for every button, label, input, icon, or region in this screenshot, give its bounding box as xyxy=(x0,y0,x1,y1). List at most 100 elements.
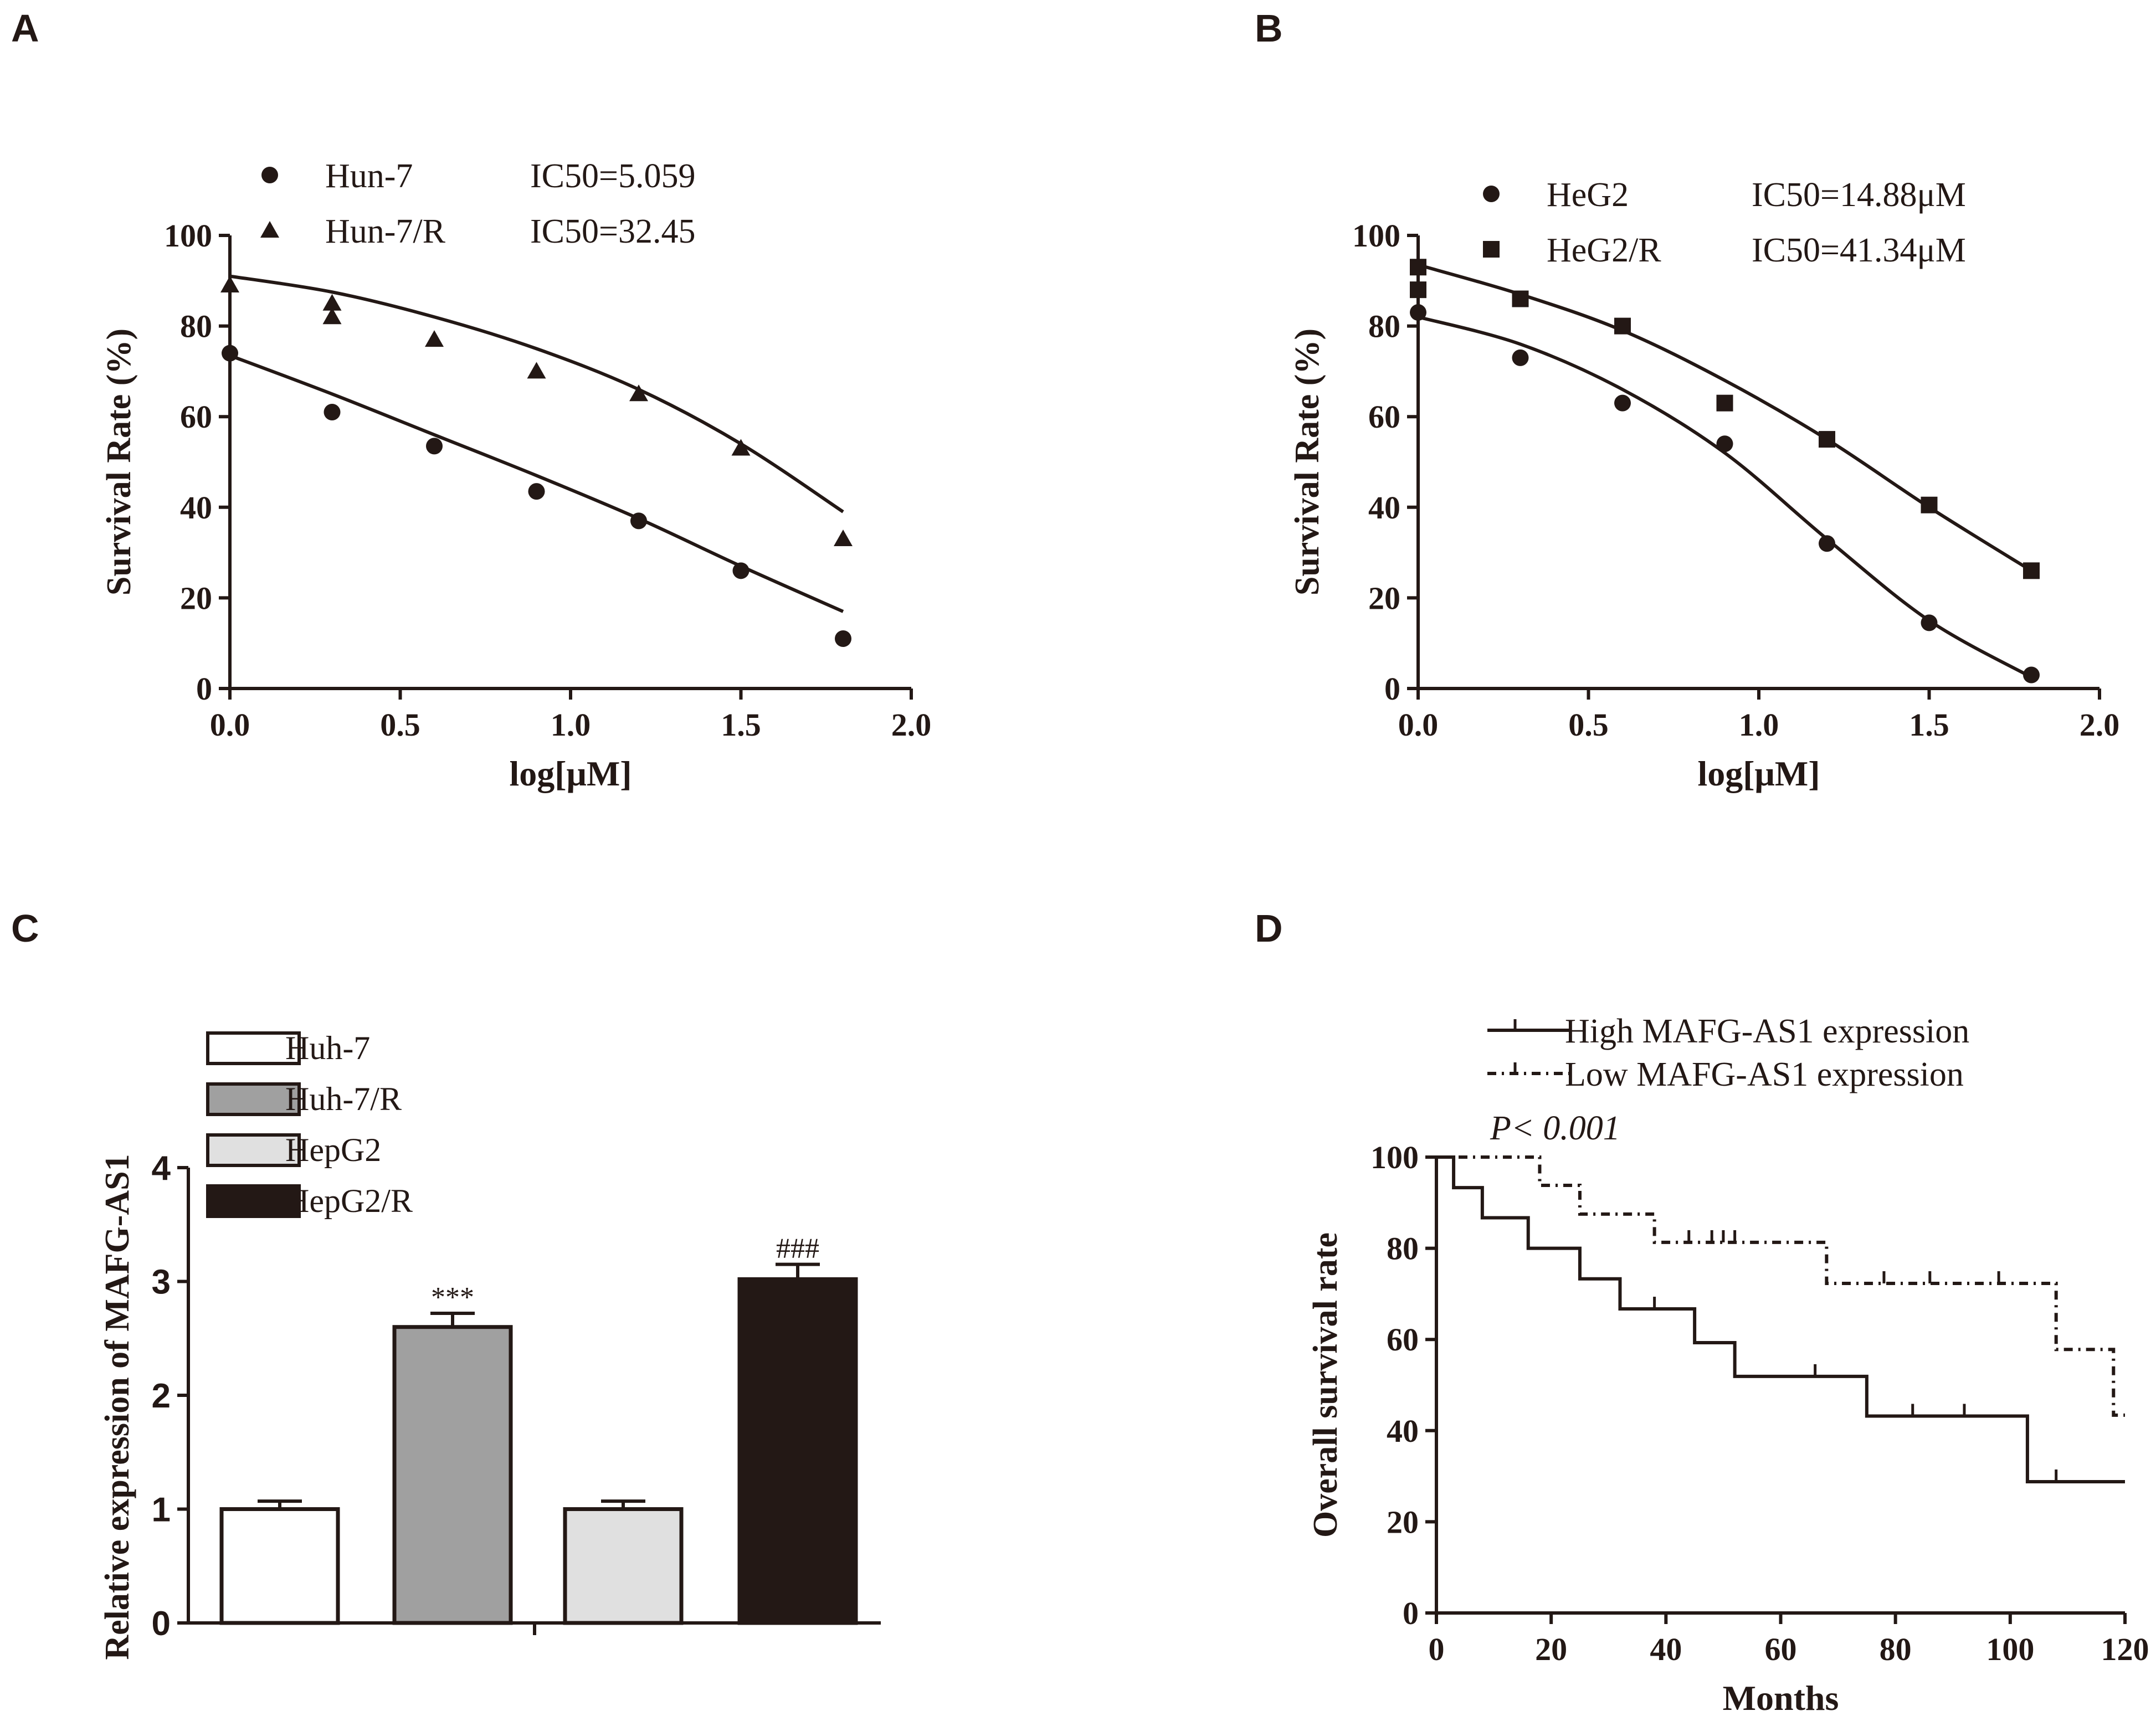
y-tick-label: 3 xyxy=(152,1263,171,1302)
data-point xyxy=(426,438,443,455)
data-point xyxy=(322,294,342,311)
y-tick-label: 60 xyxy=(1368,399,1400,435)
legend-ic50: IC50=32.45 xyxy=(530,213,695,250)
legend-label: HepG2 xyxy=(285,1132,381,1168)
legend-label: Huh-7 xyxy=(285,1030,370,1066)
x-tick-label: 1.0 xyxy=(1739,707,1779,743)
data-point xyxy=(629,384,648,402)
legend-marker xyxy=(261,167,278,183)
panel-a: A 0.0 0.5 1.0 1.5 2.0 0 20 40 60 80 100 log[μM] Surv… xyxy=(11,7,931,793)
fit-curve-heg2 xyxy=(1418,315,2032,679)
legend-label: HeG2 xyxy=(1547,176,1629,214)
panel-b-tag: B xyxy=(1255,7,1283,50)
legend-marker xyxy=(1483,186,1500,202)
bar-hepg2-r xyxy=(737,1277,858,1625)
y-tick-label: 40 xyxy=(1387,1413,1419,1449)
data-point xyxy=(1410,304,1426,321)
x-tick-label: 0.5 xyxy=(1568,707,1609,743)
y-tick-label: 20 xyxy=(180,580,212,616)
legend-ic50: IC50=14.88μM xyxy=(1752,176,1966,214)
km-curve-low xyxy=(1436,1155,2125,1417)
fit-curve-heg2-r xyxy=(1418,263,2032,572)
data-point xyxy=(527,362,546,379)
x-tick-label: 40 xyxy=(1650,1631,1682,1667)
y-axis-label: Relative expression of MAFG-AS1 xyxy=(99,1154,136,1660)
y-tick-label: 0 xyxy=(196,671,212,707)
data-point xyxy=(2023,562,2040,579)
legend-label: High MAFG-AS1 expression xyxy=(1565,1013,1969,1050)
panel-b: B 0.0 0.5 1.0 1.5 2.0 0 20 40 60 80 100 log[μM] Surv… xyxy=(1255,7,2119,793)
data-point xyxy=(2023,666,2040,684)
km-curve-high xyxy=(1436,1155,2125,1483)
x-axis-label: Months xyxy=(1723,1678,1839,1716)
data-point xyxy=(528,483,545,500)
data-point xyxy=(834,530,853,547)
legend-marker xyxy=(260,221,279,238)
panel-c-tag: C xyxy=(11,907,39,950)
legend-label: Hun-7/R xyxy=(325,213,446,250)
legend-swatch xyxy=(206,1184,301,1218)
x-tick-label: 0.5 xyxy=(380,707,420,743)
bar-huh-7-r xyxy=(392,1325,513,1625)
legend-ic50: IC50=41.34μM xyxy=(1752,232,1966,269)
y-axis-label: Survival Rate (%) xyxy=(100,328,138,595)
y-tick-label: 100 xyxy=(1370,1139,1419,1175)
panel-d: D 0 20 40 60 80 100 120 0 20 40 60 80 100 Months Overa… xyxy=(1255,907,2149,1716)
y-tick-label: 0 xyxy=(1403,1595,1419,1631)
data-point xyxy=(425,330,444,347)
y-axis-label: Overall survival rate xyxy=(1307,1232,1344,1538)
legend-label: HeG2/R xyxy=(1547,232,1661,269)
y-tick-label: 40 xyxy=(1368,490,1400,526)
significance-label: *** xyxy=(431,1282,474,1313)
y-tick-label: 2 xyxy=(152,1377,171,1415)
x-axis-label: log[μM] xyxy=(1697,754,1820,793)
data-point xyxy=(1410,259,1426,276)
y-axis-label: Survival Rate (%) xyxy=(1289,328,1326,595)
panel-d-tag: D xyxy=(1255,907,1283,950)
x-tick-label: 0.0 xyxy=(210,707,250,743)
y-tick-label: 20 xyxy=(1368,580,1400,616)
legend-swatch xyxy=(206,1082,301,1116)
data-point xyxy=(630,512,647,530)
legend-label: Hun-7 xyxy=(325,157,413,195)
legend-label: Low MAFG-AS1 expression xyxy=(1565,1056,1964,1093)
y-tick-label: 80 xyxy=(1368,309,1400,345)
data-point xyxy=(1819,431,1835,448)
data-point xyxy=(222,345,238,362)
x-tick-label: 1.0 xyxy=(551,707,591,743)
data-point xyxy=(835,630,851,648)
x-tick-label: 80 xyxy=(1880,1631,1912,1667)
data-point xyxy=(731,439,751,456)
y-tick-label: 4 xyxy=(152,1149,171,1188)
y-tick-label: 80 xyxy=(180,309,212,345)
y-tick-label: 100 xyxy=(164,218,212,254)
x-tick-label: 120 xyxy=(2101,1631,2149,1667)
data-point xyxy=(1512,349,1529,366)
data-point xyxy=(322,307,342,325)
x-tick-label: 1.5 xyxy=(1909,707,1949,743)
legend-swatch xyxy=(206,1133,301,1167)
y-tick-label: 1 xyxy=(152,1491,171,1529)
significance-label: ### xyxy=(776,1233,819,1265)
y-tick-label: 80 xyxy=(1387,1231,1419,1267)
y-tick-label: 0 xyxy=(1384,671,1400,707)
y-tick-label: 20 xyxy=(1387,1504,1419,1540)
y-tick-label: 40 xyxy=(180,490,212,526)
data-point xyxy=(1921,496,1938,513)
p-value-annotation: P< 0.001 xyxy=(1490,1109,1620,1147)
x-tick-label: 20 xyxy=(1535,1631,1567,1667)
data-point xyxy=(220,275,239,292)
y-tick-label: 60 xyxy=(180,399,212,435)
bar-hepg2 xyxy=(563,1507,684,1625)
legend-swatch xyxy=(206,1031,301,1065)
legend-marker xyxy=(1483,241,1500,258)
data-point xyxy=(1921,614,1938,631)
data-point xyxy=(1614,394,1631,412)
legend-label: HepG2/R xyxy=(285,1183,413,1219)
data-point xyxy=(1819,535,1835,552)
data-point xyxy=(1512,290,1529,307)
x-tick-label: 2.0 xyxy=(2080,707,2120,743)
y-tick-label: 100 xyxy=(1352,218,1400,254)
legend-ic50: IC50=5.059 xyxy=(530,157,695,195)
